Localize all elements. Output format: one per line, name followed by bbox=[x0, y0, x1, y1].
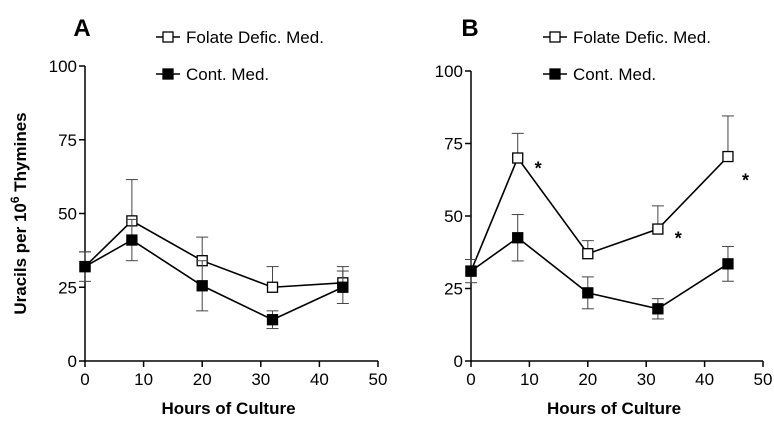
series-folate-deficient bbox=[465, 116, 734, 276]
y-tick-label: 100 bbox=[49, 57, 77, 76]
legend: Folate Defic. Med. Cont. Med. bbox=[156, 28, 324, 84]
legend-marker bbox=[163, 32, 173, 42]
data-point bbox=[197, 281, 207, 291]
data-point bbox=[338, 282, 348, 292]
data-point bbox=[723, 152, 733, 162]
x-tick-label: 30 bbox=[251, 370, 270, 389]
data-point bbox=[513, 233, 523, 243]
series-control bbox=[465, 215, 734, 319]
data-point bbox=[127, 235, 137, 245]
series-line bbox=[471, 238, 728, 309]
panel-b: B 0 25 50 75 100 0 10 20 30 40 50 Hours of Culture Fo… bbox=[435, 15, 773, 418]
x-tick-label: 0 bbox=[80, 370, 89, 389]
x-tick-label: 30 bbox=[637, 370, 656, 389]
legend: Folate Defic. Med. Cont. Med. bbox=[543, 28, 711, 84]
x-tick-label: 50 bbox=[754, 370, 773, 389]
significance-star: * bbox=[535, 159, 542, 179]
y-tick-label: 50 bbox=[444, 207, 463, 226]
y-tick-label: 25 bbox=[58, 278, 77, 297]
data-point bbox=[268, 315, 278, 325]
x-tick-label: 20 bbox=[578, 370, 597, 389]
data-point bbox=[583, 288, 593, 298]
x-tick-label: 0 bbox=[466, 370, 475, 389]
x-axis-label: Hours of Culture bbox=[161, 399, 295, 418]
legend-label: Folate Defic. Med. bbox=[573, 28, 711, 47]
x-tick-label: 10 bbox=[134, 370, 153, 389]
data-point bbox=[268, 282, 278, 292]
data-point bbox=[513, 153, 523, 163]
y-tick-label: 100 bbox=[435, 62, 463, 81]
panel-letter: A bbox=[73, 15, 90, 42]
legend-marker bbox=[163, 69, 173, 79]
legend-marker bbox=[550, 32, 560, 42]
legend-marker bbox=[550, 69, 560, 79]
significance-star: * bbox=[742, 170, 749, 190]
y-tick-label: 0 bbox=[454, 352, 463, 371]
y-tick-label: 25 bbox=[444, 280, 463, 299]
series-control bbox=[79, 219, 349, 328]
series-folate-deficient bbox=[79, 180, 349, 293]
data-point bbox=[583, 249, 593, 259]
series-line bbox=[471, 157, 728, 272]
y-tick-label: 50 bbox=[58, 205, 77, 224]
panel-a: A 0 25 50 75 100 0 10 20 30 40 50 Hours of Culture Ur… bbox=[8, 15, 387, 418]
y-tick-label: 75 bbox=[444, 135, 463, 154]
x-tick-label: 40 bbox=[310, 370, 329, 389]
x-tick-label: 20 bbox=[193, 370, 212, 389]
x-tick-label: 40 bbox=[695, 370, 714, 389]
data-point bbox=[653, 304, 663, 314]
legend-label: Cont. Med. bbox=[573, 65, 656, 84]
data-point bbox=[653, 224, 663, 234]
data-point bbox=[466, 266, 476, 276]
x-axis-label: Hours of Culture bbox=[547, 399, 681, 418]
y-axis-label: Uracils per 106 Thymines bbox=[8, 112, 30, 314]
legend-label: Folate Defic. Med. bbox=[186, 28, 324, 47]
significance-star: * bbox=[675, 228, 682, 248]
x-tick-label: 10 bbox=[520, 370, 539, 389]
y-tick-label: 75 bbox=[58, 131, 77, 150]
series-line bbox=[85, 221, 343, 287]
panel-letter: B bbox=[461, 15, 478, 42]
data-point bbox=[80, 262, 90, 272]
series-line bbox=[85, 240, 343, 320]
legend-label: Cont. Med. bbox=[186, 65, 269, 84]
x-tick-label: 50 bbox=[369, 370, 388, 389]
data-point bbox=[723, 259, 733, 269]
y-tick-label: 0 bbox=[68, 352, 77, 371]
